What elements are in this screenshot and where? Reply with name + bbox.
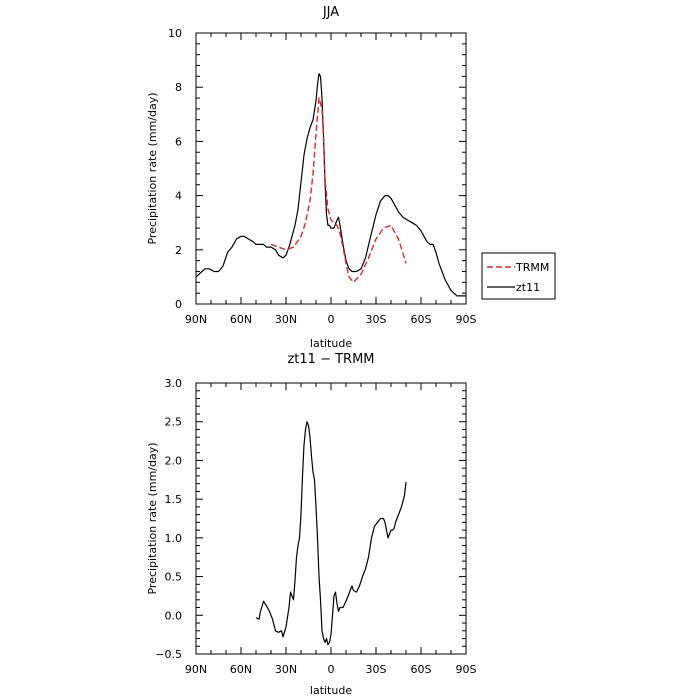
- chart-jja: JJA latitude Precipitation rate (mm/day) 90…: [146, 5, 477, 350]
- series-line-trmm: [270, 97, 407, 283]
- plot-frame: [195, 382, 467, 655]
- legend: TRMM zt11: [481, 252, 556, 300]
- y-tick-label: 2.5: [165, 416, 183, 429]
- y-tick-label: 8: [175, 81, 182, 94]
- x-tick-label: 90S: [456, 663, 477, 676]
- y-tick-label: 10: [168, 27, 182, 40]
- y-tick-label: −0.5: [155, 648, 182, 661]
- x-tick-label: 30N: [275, 313, 297, 326]
- y-tick-label: 0.5: [165, 571, 183, 584]
- y-tick-label: 2: [175, 244, 182, 257]
- chart-title: zt11 − TRMM: [287, 352, 374, 367]
- y-tick-label: 3.0: [165, 377, 183, 390]
- plot-frame: [195, 32, 467, 305]
- y-tick-label: 1.5: [165, 493, 183, 506]
- legend-label-trmm: TRMM: [515, 261, 549, 274]
- series-line-zt11: [195, 73, 466, 297]
- x-axis-label: latitude: [310, 337, 352, 350]
- y-tick-label: 6: [175, 135, 182, 148]
- x-tick-label: 0: [328, 313, 335, 326]
- y-tick-label: 4: [175, 190, 182, 203]
- y-tick-label: 0: [175, 298, 182, 311]
- y-axis-label: Precipitation rate (mm/day): [146, 92, 159, 244]
- x-tick-label: 60S: [411, 313, 432, 326]
- chart-difference: zt11 − TRMM latitude Precipitation rate (m…: [146, 352, 477, 697]
- x-tick-label: 60N: [230, 313, 252, 326]
- y-axis-label: Precipitation rate (mm/day): [146, 442, 159, 594]
- x-tick-label: 30S: [366, 313, 387, 326]
- legend-box: [481, 252, 556, 300]
- x-tick-label: 0: [328, 663, 335, 676]
- y-tick-label: 2.0: [165, 454, 183, 467]
- x-tick-label: 30N: [275, 663, 297, 676]
- x-tick-label: 90N: [185, 313, 207, 326]
- x-tick-label: 60N: [230, 663, 252, 676]
- legend-label-zt11: zt11: [516, 281, 540, 294]
- series-line-difference: [255, 421, 407, 646]
- x-tick-label: 60S: [411, 663, 432, 676]
- x-axis-label: latitude: [310, 684, 352, 697]
- y-tick-label: 0.0: [165, 609, 183, 622]
- chart-title: JJA: [322, 5, 339, 20]
- x-tick-label: 90S: [456, 313, 477, 326]
- x-tick-label: 30S: [366, 663, 387, 676]
- x-tick-label: 90N: [185, 663, 207, 676]
- y-tick-label: 1.0: [165, 532, 183, 545]
